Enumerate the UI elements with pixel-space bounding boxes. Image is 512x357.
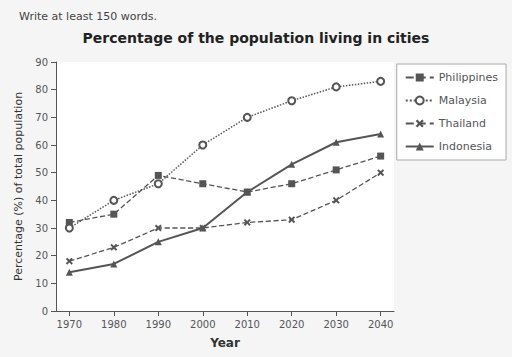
svg-text:Percentage (%) of total popula: Percentage (%) of total population (12, 92, 25, 281)
svg-text:1990: 1990 (146, 319, 171, 330)
svg-text:2020: 2020 (279, 319, 304, 330)
svg-text:2040: 2040 (368, 319, 393, 330)
svg-text:50: 50 (35, 167, 48, 178)
svg-text:2030: 2030 (323, 319, 348, 330)
svg-text:40: 40 (35, 195, 48, 206)
svg-text:2000: 2000 (190, 319, 215, 330)
svg-text:30: 30 (35, 223, 48, 234)
svg-text:10: 10 (35, 278, 48, 289)
svg-text:Indonesia: Indonesia (439, 140, 492, 153)
svg-text:Thailand: Thailand (438, 117, 486, 130)
svg-text:Write at least 150 words.: Write at least 150 words. (19, 10, 157, 23)
svg-text:90: 90 (35, 57, 48, 68)
svg-text:2010: 2010 (235, 319, 260, 330)
svg-text:70: 70 (35, 112, 48, 123)
svg-text:Percentage of the population l: Percentage of the population living in c… (83, 30, 430, 46)
svg-text:Year: Year (209, 336, 240, 350)
svg-text:Malaysia: Malaysia (439, 94, 487, 107)
svg-text:80: 80 (35, 84, 48, 95)
svg-text:1970: 1970 (57, 319, 82, 330)
svg-text:60: 60 (35, 140, 48, 151)
svg-text:0: 0 (42, 306, 48, 317)
svg-text:1980: 1980 (101, 319, 126, 330)
svg-text:Philippines: Philippines (439, 71, 499, 84)
svg-text:20: 20 (35, 250, 48, 261)
